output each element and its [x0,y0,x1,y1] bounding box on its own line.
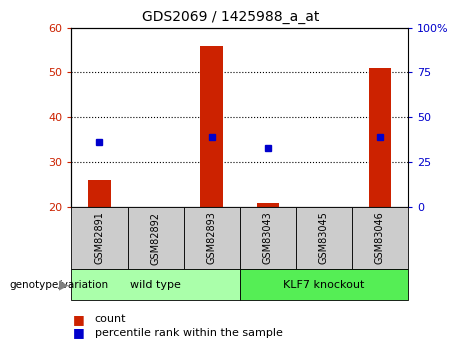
Text: ■: ■ [72,326,84,339]
Bar [71,207,128,269]
Text: percentile rank within the sample: percentile rank within the sample [95,328,283,338]
Text: genotype/variation: genotype/variation [9,280,108,289]
Text: ■: ■ [72,313,84,326]
Bar [296,207,352,269]
Text: ▶: ▶ [59,278,68,291]
Bar [201,46,223,207]
Text: GDS2069 / 1425988_a_at: GDS2069 / 1425988_a_at [142,10,319,24]
Bar [88,180,111,207]
Bar [71,269,240,300]
Bar [240,207,296,269]
Bar [183,207,240,269]
Text: GSM83043: GSM83043 [263,212,273,264]
Text: GSM82893: GSM82893 [207,211,217,265]
Bar [369,68,391,207]
Text: GSM82892: GSM82892 [151,211,160,265]
Bar [240,269,408,300]
Bar [352,207,408,269]
Bar [256,203,279,207]
Text: KLF7 knockout: KLF7 knockout [283,280,365,289]
Text: wild type: wild type [130,280,181,289]
Text: GSM82891: GSM82891 [95,211,105,265]
Text: GSM83046: GSM83046 [375,212,385,264]
Bar [128,207,183,269]
Text: GSM83045: GSM83045 [319,211,329,265]
Text: count: count [95,314,126,324]
